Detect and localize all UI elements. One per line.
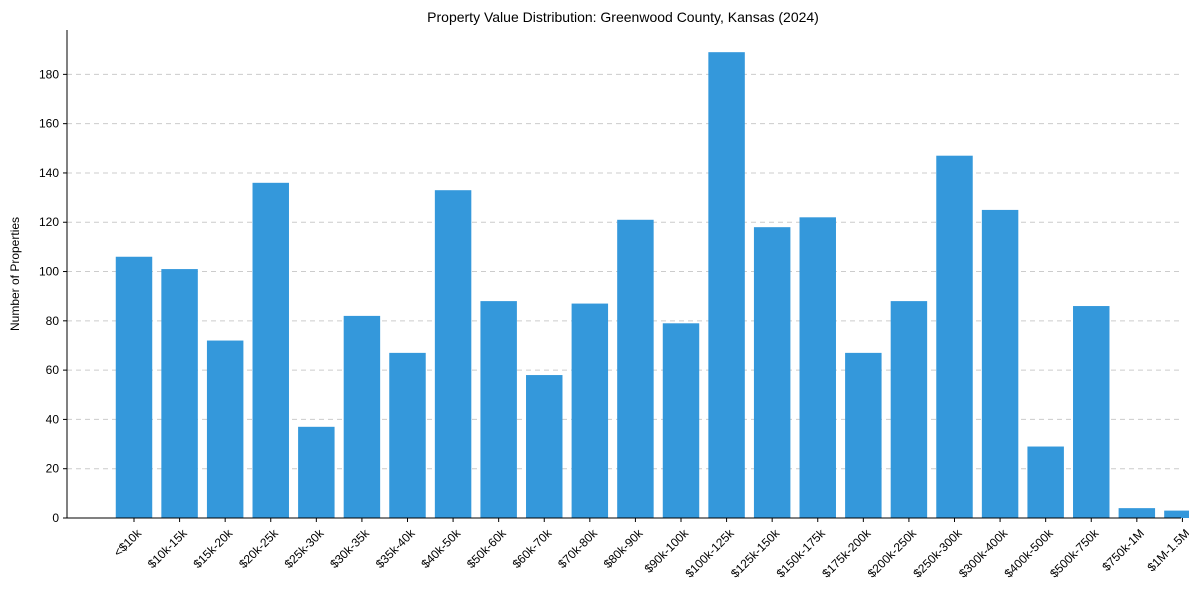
x-tick-label: $20k-25k [236,526,282,572]
y-ticks: 0 20 40 60 80 100 120 140 160 180 [39,67,67,525]
x-tick-label: $1M-1.5M [1144,526,1189,574]
y-tick-label: 20 [46,462,60,476]
x-tick-label: $750k-1M [1099,526,1147,574]
x-tick-label: $10k-15k [145,526,191,572]
bar [981,209,1019,518]
bar [252,182,289,518]
bar [662,323,700,518]
x-tick-label: $35k-40k [373,526,419,572]
bars [115,52,1189,519]
y-tick-label: 160 [39,117,59,131]
x-tick-label: $40k-50k [418,526,464,572]
y-tick-label: 0 [52,511,59,525]
bar [617,219,654,518]
x-tick-label: $50k-60k [464,526,510,572]
bar [1164,510,1189,518]
x-tick-label: $15k-20k [190,526,236,572]
bar [389,352,426,518]
bar [890,301,928,518]
bar [936,155,973,519]
bar [161,269,198,518]
bar [1118,508,1156,518]
bar [799,217,836,519]
y-tick-label: 120 [39,215,59,229]
y-tick-label: 180 [39,67,59,81]
y-tick-label: 140 [39,166,59,180]
x-ticks: <$10k $10k-15k $15k-20k $20k-25k $25k-30k $30… [111,518,1189,580]
bar [526,375,563,518]
y-tick-label: 100 [39,265,59,279]
bar [480,301,517,518]
axes [66,30,1181,519]
x-tick-label: $60k-70k [510,526,556,572]
x-tick-label: $500k-750k [1047,526,1102,581]
x-tick-label: $25k-30k [282,526,328,572]
bar [115,256,153,518]
y-tick-label: 80 [46,314,60,328]
y-tick-label: 40 [46,412,60,426]
bar [206,340,244,518]
x-tick-label: $70k-80k [555,526,601,572]
y-tick-label: 60 [46,363,60,377]
bar [1073,306,1110,518]
x-tick-label: $30k-35k [327,526,373,572]
bar [845,352,882,518]
bar [753,227,791,518]
bar [434,190,472,518]
x-tick-label: $80k-90k [601,526,647,572]
bar [708,52,745,518]
bar [1027,446,1064,518]
x-tick-label: <$10k [111,526,145,560]
y-axis-title: Number of Properties [8,217,22,331]
bar [571,303,609,518]
bar [298,426,335,518]
chart-title: Property Value Distribution: Greenwood C… [427,9,819,25]
bar [343,315,381,518]
